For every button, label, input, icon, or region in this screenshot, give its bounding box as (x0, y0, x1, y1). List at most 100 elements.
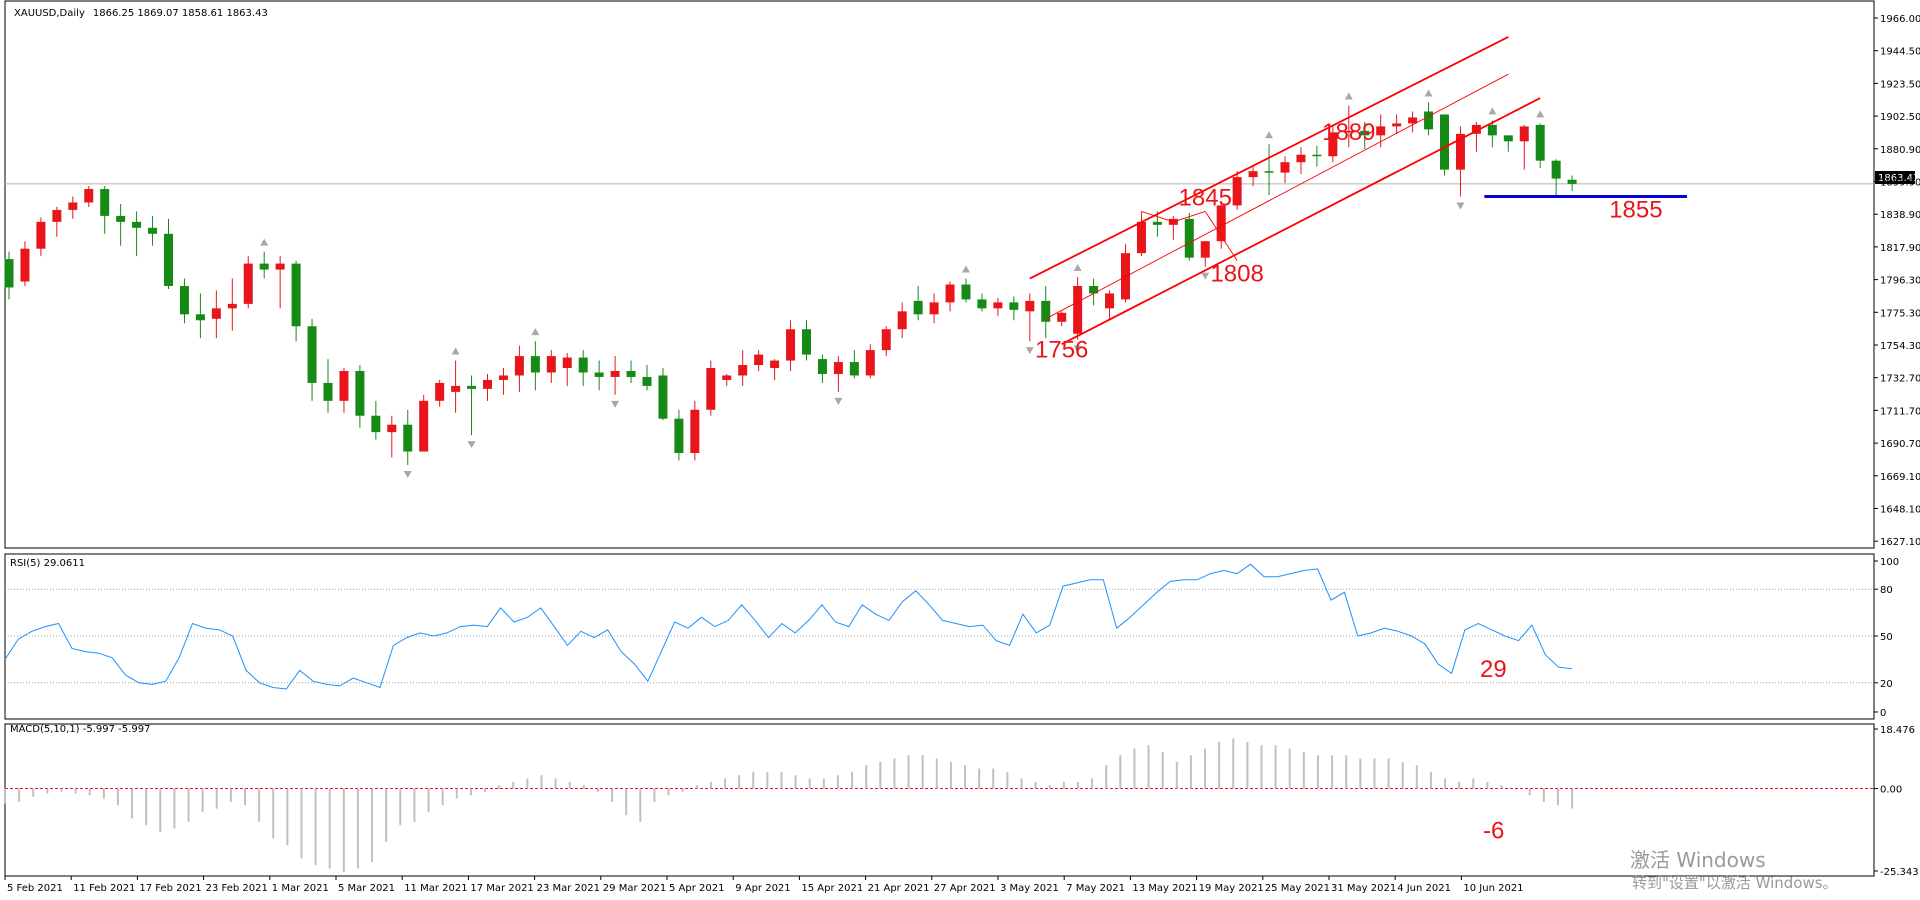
candle[interactable] (227, 278, 237, 331)
candle[interactable] (754, 350, 764, 371)
candle[interactable] (786, 320, 796, 371)
candle[interactable] (291, 260, 301, 342)
candle[interactable] (897, 302, 907, 339)
channel-upper-line[interactable] (1029, 36, 1509, 280)
candle[interactable] (371, 400, 381, 440)
candle[interactable] (355, 365, 365, 428)
candle[interactable] (1503, 135, 1513, 152)
candle[interactable] (1025, 293, 1035, 342)
candle[interactable] (84, 186, 94, 207)
candle[interactable] (578, 350, 588, 386)
candle[interactable] (403, 409, 413, 465)
candle[interactable] (20, 241, 30, 286)
candle[interactable] (1200, 241, 1210, 267)
candle[interactable] (1248, 166, 1258, 187)
rsi-pane[interactable] (4, 553, 1875, 720)
candle[interactable] (674, 409, 684, 461)
candle[interactable] (802, 320, 811, 361)
candle[interactable] (865, 344, 875, 379)
candle[interactable] (195, 293, 205, 339)
candle[interactable] (642, 365, 652, 391)
candle[interactable] (275, 256, 285, 309)
candle[interactable] (1424, 102, 1434, 136)
candle[interactable] (514, 345, 524, 392)
candle[interactable] (1392, 114, 1402, 134)
price-pane[interactable] (4, 0, 1875, 549)
candle[interactable] (1184, 212, 1194, 261)
candle[interactable] (849, 350, 859, 379)
candle[interactable] (1408, 111, 1418, 133)
channel-mid-line[interactable] (1045, 73, 1509, 320)
candle[interactable] (36, 217, 46, 257)
candle[interactable] (833, 356, 843, 392)
candle[interactable] (4, 251, 14, 300)
candle[interactable] (1344, 105, 1354, 148)
candle[interactable] (977, 293, 987, 312)
candle[interactable] (1312, 145, 1322, 167)
candle[interactable] (259, 251, 269, 279)
candle[interactable] (770, 359, 780, 380)
candle[interactable] (1328, 124, 1338, 163)
candle[interactable] (243, 256, 253, 309)
candle[interactable] (1280, 156, 1290, 184)
candle[interactable] (1551, 159, 1561, 196)
candle[interactable] (929, 293, 939, 324)
candle[interactable] (1089, 278, 1099, 306)
candle[interactable] (116, 203, 126, 246)
candle[interactable] (722, 373, 732, 386)
candle[interactable] (483, 373, 492, 401)
candle[interactable] (179, 278, 189, 324)
channel-lower-line[interactable] (1061, 97, 1541, 345)
candle[interactable] (1105, 290, 1115, 321)
candle[interactable] (435, 379, 445, 407)
candle[interactable] (1296, 147, 1306, 175)
candle[interactable] (1057, 311, 1067, 327)
candle[interactable] (467, 375, 477, 436)
candle[interactable] (1535, 123, 1545, 169)
candle[interactable] (1519, 124, 1529, 170)
candle[interactable] (1232, 171, 1242, 210)
candle[interactable] (945, 281, 955, 312)
zigzag-line[interactable] (1173, 210, 1206, 223)
candle[interactable] (817, 354, 827, 383)
candle[interactable] (387, 415, 397, 458)
candle[interactable] (1487, 120, 1497, 148)
candle[interactable] (68, 196, 78, 219)
candle[interactable] (610, 356, 620, 395)
candle[interactable] (164, 218, 173, 289)
candle[interactable] (1471, 121, 1481, 152)
zigzag-line[interactable] (1204, 211, 1238, 261)
zigzag-line[interactable] (1141, 210, 1174, 223)
candle[interactable] (690, 400, 700, 461)
candle[interactable] (148, 215, 158, 246)
candle[interactable] (1073, 277, 1083, 340)
candle[interactable] (419, 394, 429, 452)
candle[interactable] (546, 350, 556, 383)
candle[interactable] (562, 353, 572, 386)
candle[interactable] (738, 350, 748, 386)
candle[interactable] (1041, 285, 1051, 339)
candle[interactable] (913, 285, 923, 321)
candle[interactable] (339, 368, 349, 413)
candle[interactable] (451, 360, 461, 413)
candle[interactable] (307, 318, 317, 401)
candle[interactable] (1216, 200, 1226, 249)
candle[interactable] (323, 359, 333, 413)
candle[interactable] (961, 278, 971, 303)
macd-pane[interactable] (4, 723, 1875, 877)
candle[interactable] (1440, 114, 1449, 176)
candle[interactable] (626, 360, 636, 383)
candle[interactable] (1567, 175, 1577, 192)
candle[interactable] (1009, 296, 1019, 321)
candle[interactable] (52, 206, 62, 237)
candle[interactable] (530, 341, 540, 391)
candle[interactable] (1136, 211, 1146, 257)
candle[interactable] (100, 186, 110, 234)
candle[interactable] (132, 211, 142, 257)
candle[interactable] (211, 290, 221, 339)
candle[interactable] (658, 368, 668, 421)
candle[interactable] (881, 326, 891, 357)
candle[interactable] (498, 368, 508, 395)
candle[interactable] (1360, 121, 1370, 149)
